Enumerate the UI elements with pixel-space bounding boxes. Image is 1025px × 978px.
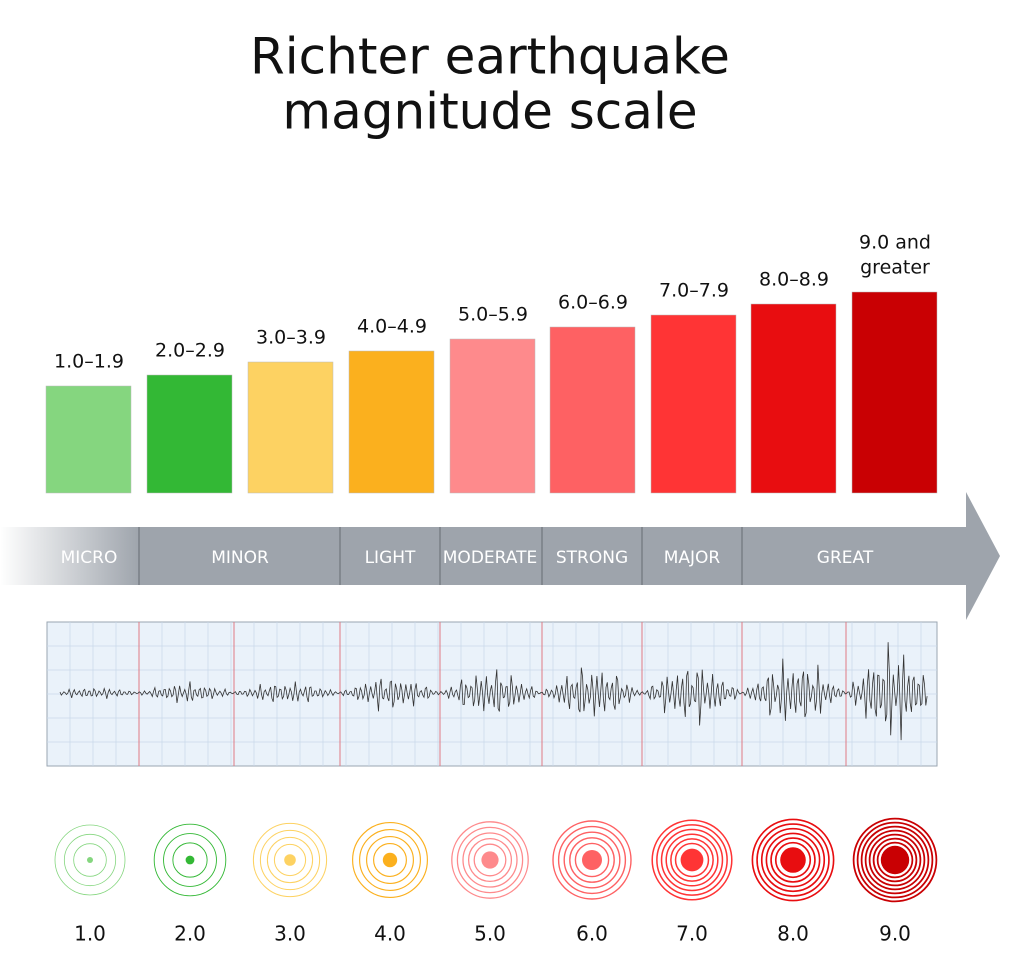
magnitude-label: 4.0	[374, 922, 406, 946]
range-label: greater	[860, 257, 930, 279]
ring	[651, 819, 733, 901]
ring	[563, 831, 621, 889]
magnitude-bar	[650, 314, 737, 494]
epicenter	[185, 855, 195, 865]
title-line: magnitude scale	[282, 83, 697, 141]
ring	[552, 820, 632, 900]
ring	[252, 822, 328, 898]
ring	[665, 833, 719, 887]
ring	[54, 824, 126, 896]
ring	[876, 841, 914, 879]
ring	[557, 825, 627, 895]
magnitude-bar	[146, 374, 233, 494]
magnitude-label: 3.0	[274, 922, 306, 946]
magnitude-bar	[750, 303, 837, 494]
ring	[864, 829, 926, 891]
ring	[456, 826, 524, 894]
magnitude-bar	[348, 350, 435, 494]
ring	[172, 842, 208, 878]
ring	[352, 822, 428, 898]
magnitude-label: 6.0	[576, 922, 608, 946]
waveform	[59, 642, 928, 741]
magnitude-label: 9.0	[879, 922, 911, 946]
epicenter	[382, 852, 398, 868]
epicenter	[880, 845, 910, 875]
ring	[856, 821, 934, 899]
ring	[660, 828, 724, 892]
ring	[462, 832, 518, 888]
class-label: STRONG	[556, 548, 628, 568]
ring	[860, 825, 930, 895]
ring	[153, 823, 227, 897]
ring	[366, 836, 414, 884]
ring	[852, 817, 938, 903]
ring	[359, 829, 421, 891]
magnitude-label: 1.0	[74, 922, 106, 946]
epicenter	[680, 848, 704, 872]
ring	[266, 836, 314, 884]
ring	[63, 833, 117, 887]
ring	[373, 843, 407, 877]
title-line: Richter earthquake	[250, 28, 730, 86]
range-label: 8.0–8.9	[759, 269, 829, 291]
ring	[674, 842, 710, 878]
ring	[273, 843, 307, 877]
ring	[656, 824, 728, 896]
ring	[451, 821, 529, 899]
ring	[467, 837, 513, 883]
range-label: 5.0–5.9	[458, 304, 528, 326]
ring	[765, 832, 821, 888]
ring	[751, 818, 835, 902]
magnitude-bar	[549, 326, 636, 494]
magnitude-label: 8.0	[777, 922, 809, 946]
scale-arrow	[0, 492, 1000, 620]
range-label: 2.0–2.9	[155, 340, 225, 362]
magnitude-bar	[851, 291, 938, 494]
ring	[259, 829, 321, 891]
ring	[163, 833, 217, 887]
ring	[670, 838, 714, 882]
class-label: MODERATE	[443, 548, 537, 568]
epicenter	[87, 857, 93, 863]
epicenter	[582, 850, 602, 870]
ring	[473, 843, 507, 877]
magnitude-bar	[45, 385, 132, 494]
class-label: MINOR	[211, 548, 269, 568]
ring	[868, 833, 922, 887]
range-label: 7.0–7.9	[659, 280, 729, 302]
range-label: 9.0 and	[859, 232, 931, 254]
epicenter	[780, 847, 806, 873]
ring	[756, 823, 830, 897]
range-label: 6.0–6.9	[558, 292, 628, 314]
ring	[774, 841, 812, 879]
magnitude-label: 7.0	[676, 922, 708, 946]
ring	[569, 837, 615, 883]
range-label: 3.0–3.9	[256, 327, 326, 349]
ring	[73, 843, 107, 877]
ring	[872, 837, 918, 883]
class-label: MAJOR	[664, 548, 721, 568]
magnitude-label: 5.0	[474, 922, 506, 946]
ring	[760, 827, 826, 893]
ring	[770, 837, 816, 883]
range-label: 1.0–1.9	[54, 351, 124, 373]
magnitude-bar	[247, 361, 334, 494]
epicenter	[481, 851, 499, 869]
magnitude-label: 2.0	[174, 922, 206, 946]
range-label: 4.0–4.9	[357, 316, 427, 338]
epicenter	[284, 854, 296, 866]
magnitude-bar	[449, 338, 536, 494]
class-label: GREAT	[817, 548, 874, 568]
ring	[574, 842, 610, 878]
class-label: LIGHT	[365, 548, 416, 568]
class-label: MICRO	[61, 548, 118, 568]
